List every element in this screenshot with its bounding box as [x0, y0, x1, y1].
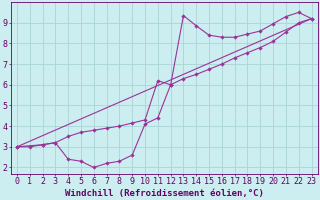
X-axis label: Windchill (Refroidissement éolien,°C): Windchill (Refroidissement éolien,°C)	[65, 189, 264, 198]
